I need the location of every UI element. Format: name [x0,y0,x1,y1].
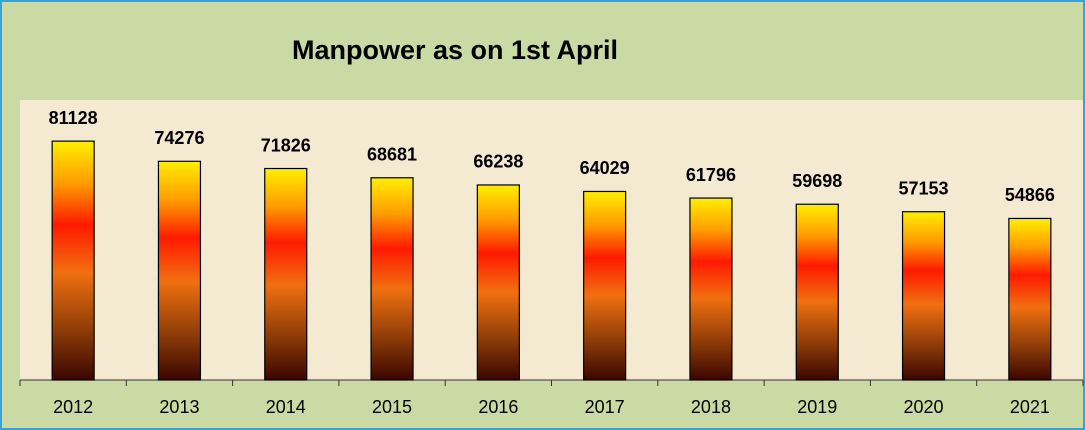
x-tick-label: 2018 [691,397,731,417]
bar [264,167,308,381]
data-label: 74276 [154,128,204,148]
bar [157,160,202,381]
bar [901,211,946,381]
data-label: 81128 [49,108,98,128]
bar [51,140,95,381]
x-tick-label: 2019 [797,397,837,417]
data-label: 71826 [261,135,311,155]
x-tick-label: 2013 [159,397,199,417]
x-tick-label: 2017 [585,397,625,417]
bar [689,197,733,381]
data-label: 68681 [367,145,417,165]
bar [1008,217,1052,381]
data-label: 59698 [792,171,842,191]
x-tick-label: 2021 [1010,397,1050,417]
data-label: 66238 [473,152,523,172]
x-tick-label: 2020 [904,397,944,417]
bar [476,184,520,381]
bar [583,190,627,381]
x-tick-label: 2014 [266,397,306,417]
data-label: 61796 [686,165,736,185]
x-tick-label: 2016 [478,397,518,417]
x-tick-label: 2012 [53,397,93,417]
data-label: 57153 [899,178,949,198]
bar [370,177,414,381]
bar [795,203,839,381]
data-label: 64029 [580,158,630,178]
data-label: 54866 [1005,185,1055,205]
x-tick-label: 2015 [372,397,412,417]
chart-title: Manpower as on 1st April [292,35,618,65]
